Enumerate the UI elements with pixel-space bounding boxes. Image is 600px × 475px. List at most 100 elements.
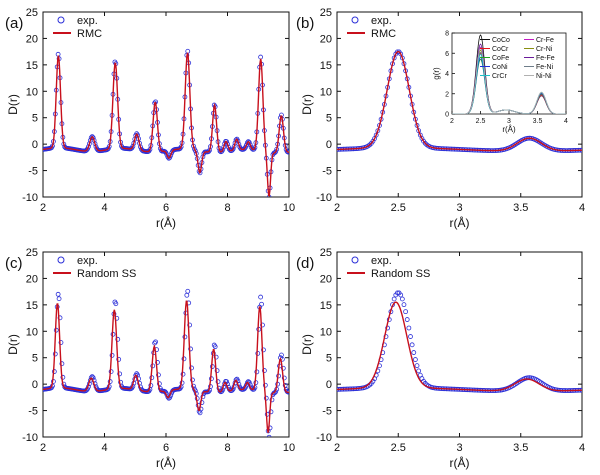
inset-x-tick-label: 2 <box>450 118 454 125</box>
inset-legend-label: Ni-Ni <box>536 73 552 80</box>
x-tick-label: 2 <box>334 442 340 454</box>
data-point <box>266 434 272 437</box>
y-tick-label: -5 <box>322 406 332 418</box>
y-tick-label: 5 <box>32 113 38 125</box>
data-point <box>213 354 219 360</box>
data-point <box>273 149 279 155</box>
x-axis-label: r(Å) <box>156 455 176 470</box>
y-tick-label: 0 <box>326 379 332 391</box>
x-axis-label: r(Å) <box>156 215 176 230</box>
series-line-random-ss <box>43 300 289 433</box>
data-point <box>281 375 287 381</box>
data-point <box>395 290 400 296</box>
data-point <box>192 148 198 154</box>
legend-label: exp. <box>77 255 98 267</box>
data-point <box>399 296 405 302</box>
series-markers-exp <box>43 48 289 197</box>
data-point <box>409 342 415 348</box>
data-point <box>134 131 140 137</box>
y-tick-label: 15 <box>320 300 332 312</box>
data-point <box>55 291 61 297</box>
panel-label: (d) <box>296 255 314 272</box>
data-point <box>260 322 265 328</box>
legend-marker-circle <box>57 256 65 264</box>
data-point <box>259 301 264 307</box>
data-point <box>116 356 122 362</box>
legend: exp.Random SS <box>53 255 136 280</box>
legend-marker-circle <box>351 16 359 24</box>
inset-legend-label: CoCr <box>492 46 509 53</box>
data-point <box>398 51 404 57</box>
y-tick-label: 10 <box>26 86 38 98</box>
panel-c: (c) 2 4 6 8 10 -10 -5 0 5 10 15 20 25 r(Å) D(r) exp.Rand… <box>5 247 295 470</box>
inset-legend-label: CrCr <box>492 73 507 80</box>
inset-legend-label: Fe-Fe <box>536 55 555 62</box>
legend-marker-circle <box>351 256 359 264</box>
y-tick-label: 5 <box>32 353 38 365</box>
x-tick-label: 2.5 <box>391 202 406 214</box>
data-point <box>411 350 417 355</box>
data-point <box>269 397 275 403</box>
series-markers-exp <box>43 288 289 437</box>
plot-area <box>43 288 289 437</box>
legend-label: exp. <box>371 15 392 27</box>
data-point <box>261 368 267 373</box>
y-tick-label: 0 <box>326 139 332 151</box>
data-point <box>56 296 62 302</box>
legend-marker-circle <box>57 16 65 24</box>
y-tick-label: 25 <box>26 7 38 19</box>
y-tick-label: 25 <box>26 247 38 259</box>
x-tick-label: 10 <box>283 442 295 454</box>
legend: exp.RMC <box>347 15 396 40</box>
y-tick-label: 20 <box>320 33 332 45</box>
data-point <box>58 340 64 345</box>
inset-legend-label: Cr-Ni <box>536 46 553 53</box>
legend: exp.Random SS <box>347 255 430 280</box>
data-point <box>391 296 397 302</box>
y-tick-label: 5 <box>326 113 332 125</box>
y-axis-label: D(r) <box>300 334 314 355</box>
data-point <box>156 381 162 387</box>
y-tick-label: 10 <box>26 326 38 338</box>
panel-a: (a) 2 4 6 8 10 -10 -5 0 5 10 15 20 25 r(Å) D(r) exp.RMC <box>5 7 295 230</box>
data-point <box>214 368 220 374</box>
x-tick-label: 6 <box>163 442 169 454</box>
x-tick-label: 3.5 <box>513 442 528 454</box>
y-tick-label: 25 <box>320 247 332 259</box>
data-point <box>184 292 190 298</box>
inset-x-tick-label: 3.5 <box>533 118 543 125</box>
data-point <box>385 325 391 331</box>
y-tick-label: 0 <box>32 139 38 151</box>
inset-legend-label: Cr-Fe <box>536 37 554 44</box>
data-point <box>89 134 95 140</box>
y-tick-label: 15 <box>26 60 38 72</box>
inset-y-tick-label: 2 <box>445 91 449 98</box>
data-point <box>88 375 94 381</box>
x-tick-label: 4 <box>101 202 107 214</box>
data-point <box>258 54 264 60</box>
legend-label: RMC <box>77 28 102 40</box>
data-point <box>261 347 266 353</box>
data-point <box>406 325 412 331</box>
data-point <box>113 301 119 307</box>
data-point <box>404 317 410 322</box>
data-point <box>267 425 273 431</box>
inset-x-axis-label: r(Å) <box>502 125 516 134</box>
legend-label: Random SS <box>77 268 136 280</box>
panel-label: (c) <box>5 255 23 272</box>
y-tick-label: 20 <box>320 273 332 285</box>
y-tick-label: -10 <box>316 432 332 444</box>
legend-label: exp. <box>77 15 98 27</box>
legend-label: Random SS <box>371 268 430 280</box>
x-tick-label: 4 <box>579 442 585 454</box>
data-point <box>414 363 420 369</box>
y-tick-label: 10 <box>320 326 332 338</box>
inset-x-tick-label: 3 <box>507 118 511 125</box>
panel-label: (b) <box>296 15 314 32</box>
x-tick-label: 4 <box>579 202 585 214</box>
data-point <box>403 309 409 315</box>
inset-legend-label: CoCo <box>492 37 510 44</box>
data-point <box>189 365 194 371</box>
data-point <box>230 146 236 152</box>
